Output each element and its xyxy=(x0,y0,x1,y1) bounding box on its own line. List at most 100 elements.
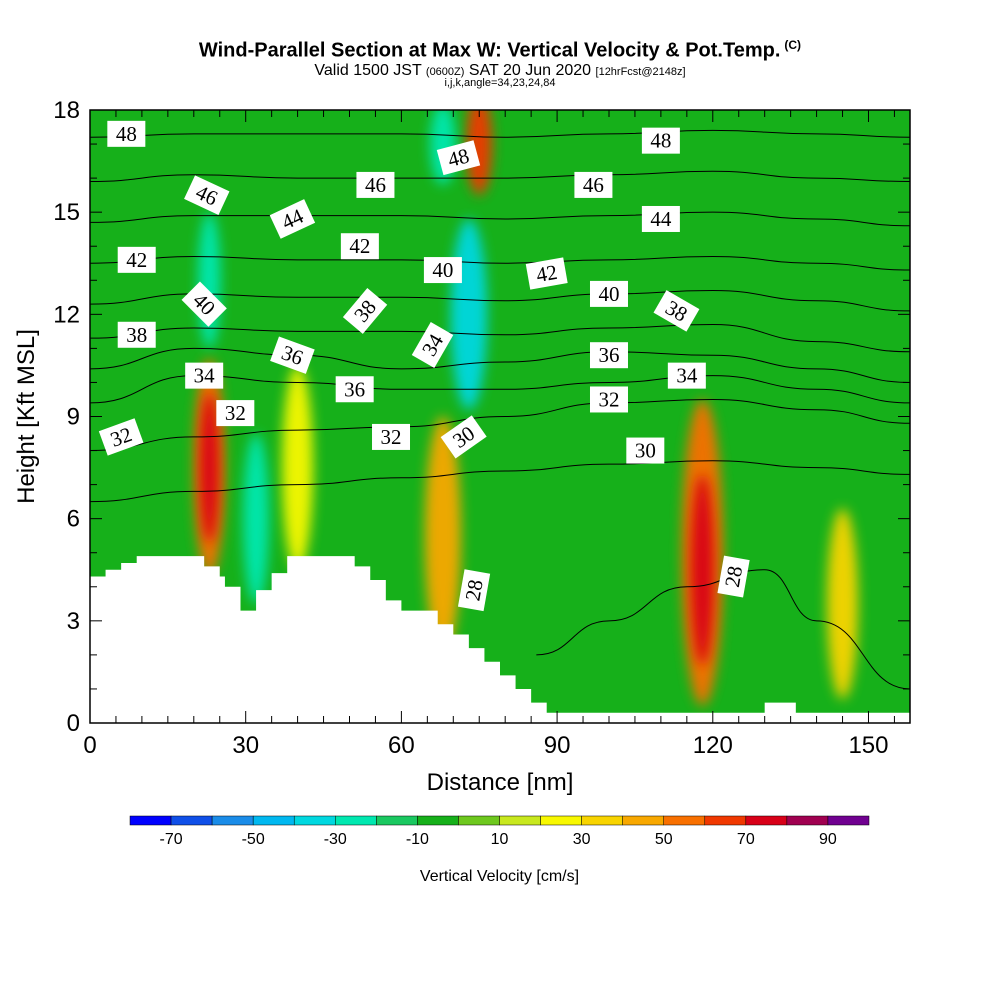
contour-label-box xyxy=(440,415,487,459)
contour-label-0: 48 xyxy=(107,120,146,147)
contour-label-text: 48 xyxy=(650,129,671,153)
velocity-cell-2 xyxy=(282,365,314,570)
contour-label-box xyxy=(626,437,665,464)
x-tick-label: 90 xyxy=(544,732,571,759)
contour-label-text: 42 xyxy=(126,248,147,272)
contour-label-text: 36 xyxy=(598,343,619,367)
velocity-cell-1 xyxy=(200,392,219,543)
theta-contour-32 xyxy=(90,398,910,452)
contour-label-box xyxy=(117,321,156,348)
colorbar-tick-label: -70 xyxy=(159,831,182,848)
terrain-mask xyxy=(90,556,910,723)
subtitle-utc: (0600Z) xyxy=(425,66,465,78)
contour-label-text: 44 xyxy=(650,207,672,231)
contour-label-text: 32 xyxy=(381,425,402,449)
contour-label-20: 34 xyxy=(185,362,224,389)
colorbar-swatch-4 xyxy=(293,815,336,826)
contour-label-text: 38 xyxy=(126,323,147,347)
contour-label-box xyxy=(185,362,224,389)
y-axis-label: Height [Kft MSL] xyxy=(13,329,40,504)
colorbar-tick-label: -10 xyxy=(406,831,429,848)
contour-label-box xyxy=(184,175,230,215)
colorbar-swatch-7 xyxy=(417,815,459,826)
velocity-cell-8 xyxy=(243,433,270,604)
contour-label-9: 42 xyxy=(340,233,379,260)
colorbar-tick-label: -50 xyxy=(242,831,265,848)
theta-contour-38 xyxy=(90,324,910,353)
colorbar-swatch-11 xyxy=(581,815,623,826)
y-tick-label: 9 xyxy=(67,404,80,431)
contour-label-box xyxy=(270,336,315,374)
contour-label-text: 34 xyxy=(194,364,216,388)
contour-label-box xyxy=(335,376,374,403)
chart-subtitle-indices: i,j,k,angle=34,23,24,84 xyxy=(444,77,556,89)
contour-label-box xyxy=(589,386,628,413)
contour-label-11: 42 xyxy=(525,257,568,290)
contour-label-17: 36 xyxy=(270,336,315,374)
terrain xyxy=(90,556,910,723)
colorbar-swatch-13 xyxy=(663,815,706,826)
contour-label-box xyxy=(436,140,481,176)
contour-label-box xyxy=(269,199,316,239)
colorbar-swatch-16 xyxy=(786,815,829,826)
x-tick-label: 0 xyxy=(83,732,96,759)
contour-label-box xyxy=(411,322,454,368)
theta-contour-30 xyxy=(90,460,910,503)
colorbar-swatch-17 xyxy=(827,815,870,826)
contour-label-box xyxy=(667,362,706,389)
contour-label-box xyxy=(717,555,750,598)
theta-contour-42 xyxy=(90,255,910,271)
contour-label-text: 42 xyxy=(534,260,559,287)
colorbar-swatch-9 xyxy=(499,815,541,826)
contour-label-text: 34 xyxy=(676,364,698,388)
colorbar-tick-label: 90 xyxy=(819,831,837,848)
velocity-cell-9 xyxy=(450,218,488,410)
contour-label-box xyxy=(372,423,411,450)
contour-label-28: 30 xyxy=(626,437,665,464)
theta-contour-40 xyxy=(90,289,910,312)
theta-contour-36 xyxy=(90,347,910,383)
contour-label-box xyxy=(641,205,680,232)
y-tick-label: 12 xyxy=(53,301,80,328)
contour-label-box xyxy=(457,569,491,612)
colorbar-tick-label: 70 xyxy=(737,831,755,848)
velocity-cell-6 xyxy=(826,508,859,700)
y-tick-label: 3 xyxy=(67,608,80,635)
x-tick-label: 60 xyxy=(388,732,415,759)
subtitle-forecast: [12hrFcst@2148z] xyxy=(595,66,686,78)
contour-label-text: 30 xyxy=(635,439,656,463)
contour-label-text: 32 xyxy=(598,387,619,411)
contour-label-text: 40 xyxy=(432,258,453,282)
contour-label-box xyxy=(589,280,628,307)
theta-contour-48 xyxy=(90,129,910,138)
colorbar-label: Vertical Velocity [cm/s] xyxy=(420,868,579,885)
contour-label-29: 28 xyxy=(457,569,491,612)
colorbar-swatch-3 xyxy=(252,815,295,826)
copyright-mark: (C) xyxy=(784,38,802,52)
contour-label-7: 44 xyxy=(641,205,680,232)
contour-label-26: 32 xyxy=(372,423,411,450)
theta-contour-46 xyxy=(90,170,910,183)
colorbar-swatch-10 xyxy=(540,815,582,826)
contour-label-box xyxy=(356,171,395,198)
colorbar-swatch-1 xyxy=(170,815,213,826)
colorbar-swatch-0 xyxy=(129,815,172,826)
contour-label-text: 48 xyxy=(116,122,137,146)
contour-label-box xyxy=(216,400,255,427)
contour-label-22: 34 xyxy=(667,362,706,389)
contour-label-text: 46 xyxy=(583,173,604,197)
contour-label-text: 36 xyxy=(344,377,365,401)
contour-label-10: 40 xyxy=(423,257,462,284)
contour-label-3: 46 xyxy=(356,171,395,198)
y-tick-label: 6 xyxy=(67,506,80,533)
contour-label-box xyxy=(117,246,156,273)
contour-label-6: 48 xyxy=(641,127,680,154)
contour-label-19: 36 xyxy=(589,342,628,369)
contour-label-23: 32 xyxy=(216,400,255,427)
colorbar-tick-label: -30 xyxy=(324,831,347,848)
colorbar-swatch-15 xyxy=(745,815,788,826)
x-axis-label: Distance [nm] xyxy=(427,769,574,796)
